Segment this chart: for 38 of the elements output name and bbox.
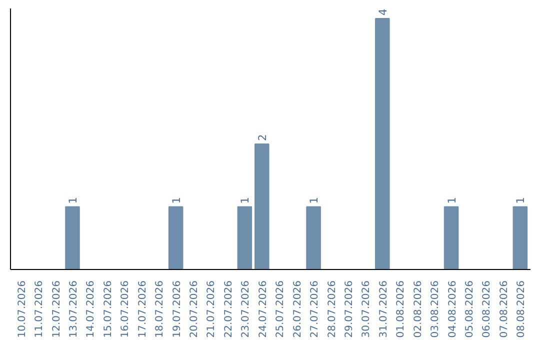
x-tick-label: 06.08.2026 [482, 280, 493, 338]
x-tick-label: 21.07.2026 [206, 280, 218, 338]
x-tick-label: 07.08.2026 [498, 280, 510, 338]
x-tick-label: 11.07.2026 [34, 280, 46, 338]
x-tick-label: 22.07.2026 [223, 280, 234, 338]
data-label: 1 [445, 196, 458, 204]
data-label: 1 [308, 196, 321, 204]
data-label: 4 [376, 8, 390, 16]
x-tick-label: 02.08.2026 [412, 280, 424, 338]
x-tick-label: 05.08.2026 [464, 280, 476, 338]
x-tick-label: 15.07.2026 [102, 280, 114, 338]
x-tick-label: 29.07.2026 [344, 280, 355, 338]
x-tick-label: 16.07.2026 [120, 280, 132, 338]
x-tick-label: 28.07.2026 [326, 280, 338, 338]
x-tick-label: 27.07.2026 [310, 280, 321, 338]
x-tick-label: 08.08.2026 [516, 280, 528, 338]
x-tick-label: 25.07.2026 [275, 280, 286, 338]
x-tick-label: 19.07.2026 [172, 280, 183, 338]
data-label: 1 [66, 196, 80, 204]
x-tick-label: 14.07.2026 [86, 280, 97, 338]
x-tick-label: 01.08.2026 [396, 280, 407, 338]
x-tick-label: 20.07.2026 [189, 280, 200, 338]
x-tick-label: 17.07.2026 [137, 280, 148, 338]
x-tick-label: 23.07.2026 [240, 280, 252, 338]
data-label: 1 [514, 196, 528, 204]
x-tick-label: 10.07.2026 [16, 280, 28, 338]
data-label: 2 [256, 134, 269, 142]
x-tick-label: 12.07.2026 [51, 280, 62, 338]
x-tick-label: 30.07.2026 [361, 280, 372, 338]
x-tick-label: 04.08.2026 [447, 280, 458, 338]
x-tick-label: 13.07.2026 [68, 280, 80, 338]
data-label: 1 [170, 196, 183, 204]
data-label: 1 [238, 196, 252, 204]
x-tick-label: 24.07.2026 [258, 280, 269, 338]
x-tick-label: 03.08.2026 [430, 280, 442, 338]
x-tick-label: 26.07.2026 [292, 280, 304, 338]
x-tick-label: 31.07.2026 [378, 280, 390, 338]
x-tick-label: 18.07.2026 [154, 280, 166, 338]
